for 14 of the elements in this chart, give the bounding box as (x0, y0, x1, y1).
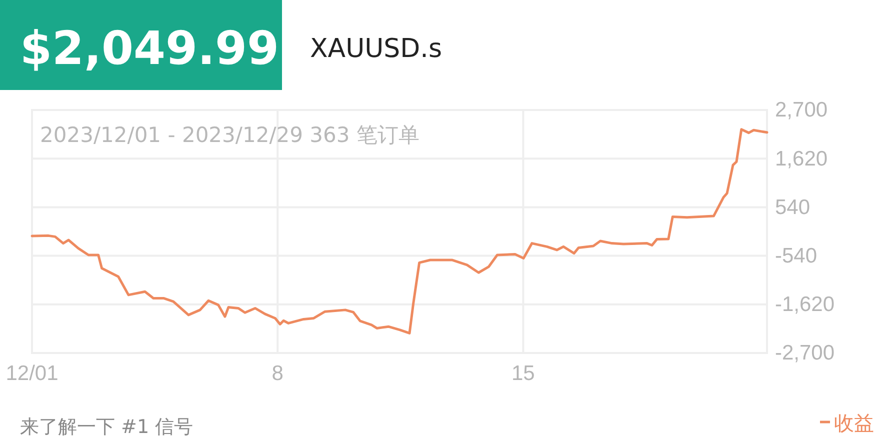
annotation: 2023/12/01 - 2023/12/29 363 笔订单 (40, 123, 420, 147)
y-tick-label: -2,700 (775, 342, 835, 365)
x-tick-label: 15 (511, 362, 535, 385)
y-tick-label: 1,620 (775, 147, 828, 170)
chart-subtitle: XAUUSD.s (310, 34, 442, 64)
chart-title: $2,049.99 (20, 21, 279, 75)
y-tick-label: -540 (775, 244, 818, 268)
y-tick-label: 2,700 (775, 98, 828, 122)
y-tick-label: 540 (775, 196, 810, 219)
legend-label: 收益 (834, 411, 874, 435)
x-tick-label: 8 (272, 362, 284, 385)
x-tick-label: 12/01 (6, 362, 58, 385)
y-tick-label: -1,620 (775, 293, 835, 316)
text: 来了解一下 #1 信号 (20, 416, 194, 438)
